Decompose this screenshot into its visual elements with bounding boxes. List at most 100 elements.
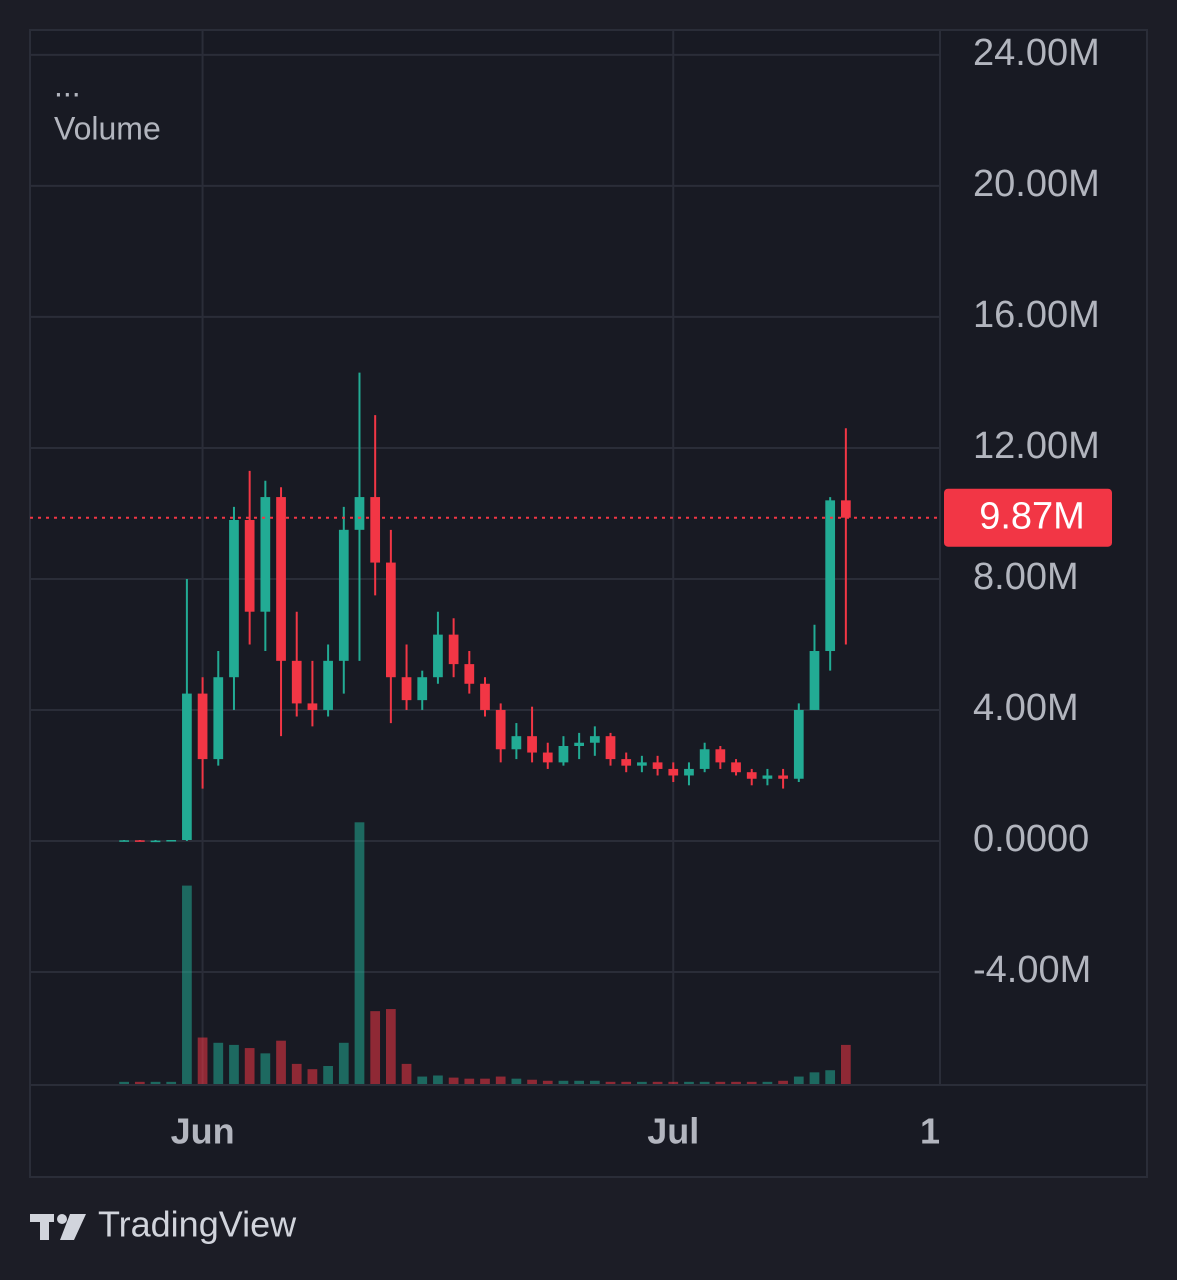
volume-bar [260,1053,271,1085]
volume-bar [589,1080,600,1085]
candle-body [495,709,506,750]
candle-body [574,742,585,746]
volume-bar [401,1063,412,1085]
volume-bar [338,1042,349,1085]
last-price-badge [944,488,1112,547]
volume-bar [323,1066,333,1085]
candle-body [840,500,851,518]
candle-body [448,634,459,665]
candle-body [433,634,443,678]
candle-body [260,497,271,612]
candle-body [778,775,788,779]
candle-body [542,752,553,763]
volume-bar [558,1080,569,1085]
y-tick-label: 20.00M [973,163,1100,205]
candle-body [825,500,836,652]
candle-body [119,840,130,842]
candle-body [684,768,694,776]
candle-body [244,519,255,612]
volume-bar [119,1081,130,1085]
candle-body [338,529,349,661]
volume-bar [385,1009,396,1085]
candle-body [354,497,365,530]
last-price: 9.87M [30,488,1112,547]
last-price-label: 9.87M [979,496,1085,538]
volume-bar [715,1081,726,1085]
candle-body [370,497,381,563]
candle-body [511,736,522,750]
candle-body [307,703,318,710]
volume-bars [119,822,851,1085]
candle-body [558,745,569,763]
legend-label: Volume [54,110,161,146]
candle-body [589,736,600,743]
volume-bar [527,1079,537,1085]
volume-bar [542,1080,553,1085]
candle-body [762,775,773,779]
volume-bar [621,1081,632,1085]
y-tick-label: 24.00M [973,32,1100,74]
candle-body [527,736,537,753]
candle-body [166,840,177,842]
volume-bar [731,1081,741,1085]
candle-body [621,759,632,766]
candle-body [385,562,396,678]
candle-body [417,677,428,701]
volume-bar [762,1081,773,1085]
volume-bar [244,1048,255,1085]
candle-body [464,664,475,684]
candle-body [668,768,679,776]
candle-body [276,497,286,661]
candles [119,372,851,843]
chart-frame [29,29,1148,1178]
candle-body [197,693,208,760]
y-tick-label: 0.0000 [973,818,1089,860]
volume-bar [778,1080,788,1085]
candle-body [699,749,710,769]
volume-bar [354,822,365,1085]
y-tick-label: -4.00M [973,949,1091,991]
volume-bar [291,1063,302,1085]
volume-bar [668,1081,679,1085]
candle-body [793,709,804,779]
volume-bar [197,1037,208,1085]
x-axis-labels: Jun Jul 18 [171,1111,960,1152]
volume-bar [229,1044,239,1085]
volume-bar [166,1081,177,1085]
volume-bar [276,1040,286,1085]
x-tick-label: Jun [171,1111,235,1152]
volume-bar [605,1081,616,1085]
volume-bar [840,1044,851,1085]
volume-bar [793,1076,804,1085]
volume-bar [370,1011,381,1085]
candle-body [323,660,333,710]
y-tick-label: 8.00M [973,556,1079,598]
volume-bar [699,1081,710,1085]
volume-bar [448,1077,459,1085]
candle-body [150,840,161,843]
brand-logo [30,1214,86,1240]
volume-bar [433,1075,443,1085]
volume-bar [307,1069,318,1085]
candle-body [731,762,741,773]
legend-menu[interactable]: ... [54,67,81,103]
candle-body [134,840,145,842]
y-tick-label: 12.00M [973,425,1100,467]
candle-body [746,772,757,779]
volume-bar [134,1081,145,1085]
candle-body [715,749,726,763]
candle-body [605,736,616,760]
candle-body [637,762,647,766]
volume-bar [746,1081,757,1085]
candle-body [480,683,490,710]
candle-body [182,693,192,841]
volume-bar [480,1078,490,1085]
volume-bar [511,1078,522,1085]
candle-body [809,651,820,710]
x-tick-label: 18 [920,1111,960,1152]
volume-bar [417,1076,428,1085]
y-tick-label: 4.00M [973,687,1079,729]
volume-bar [495,1076,506,1085]
volume-bar [652,1081,663,1085]
volume-bar [825,1070,836,1085]
